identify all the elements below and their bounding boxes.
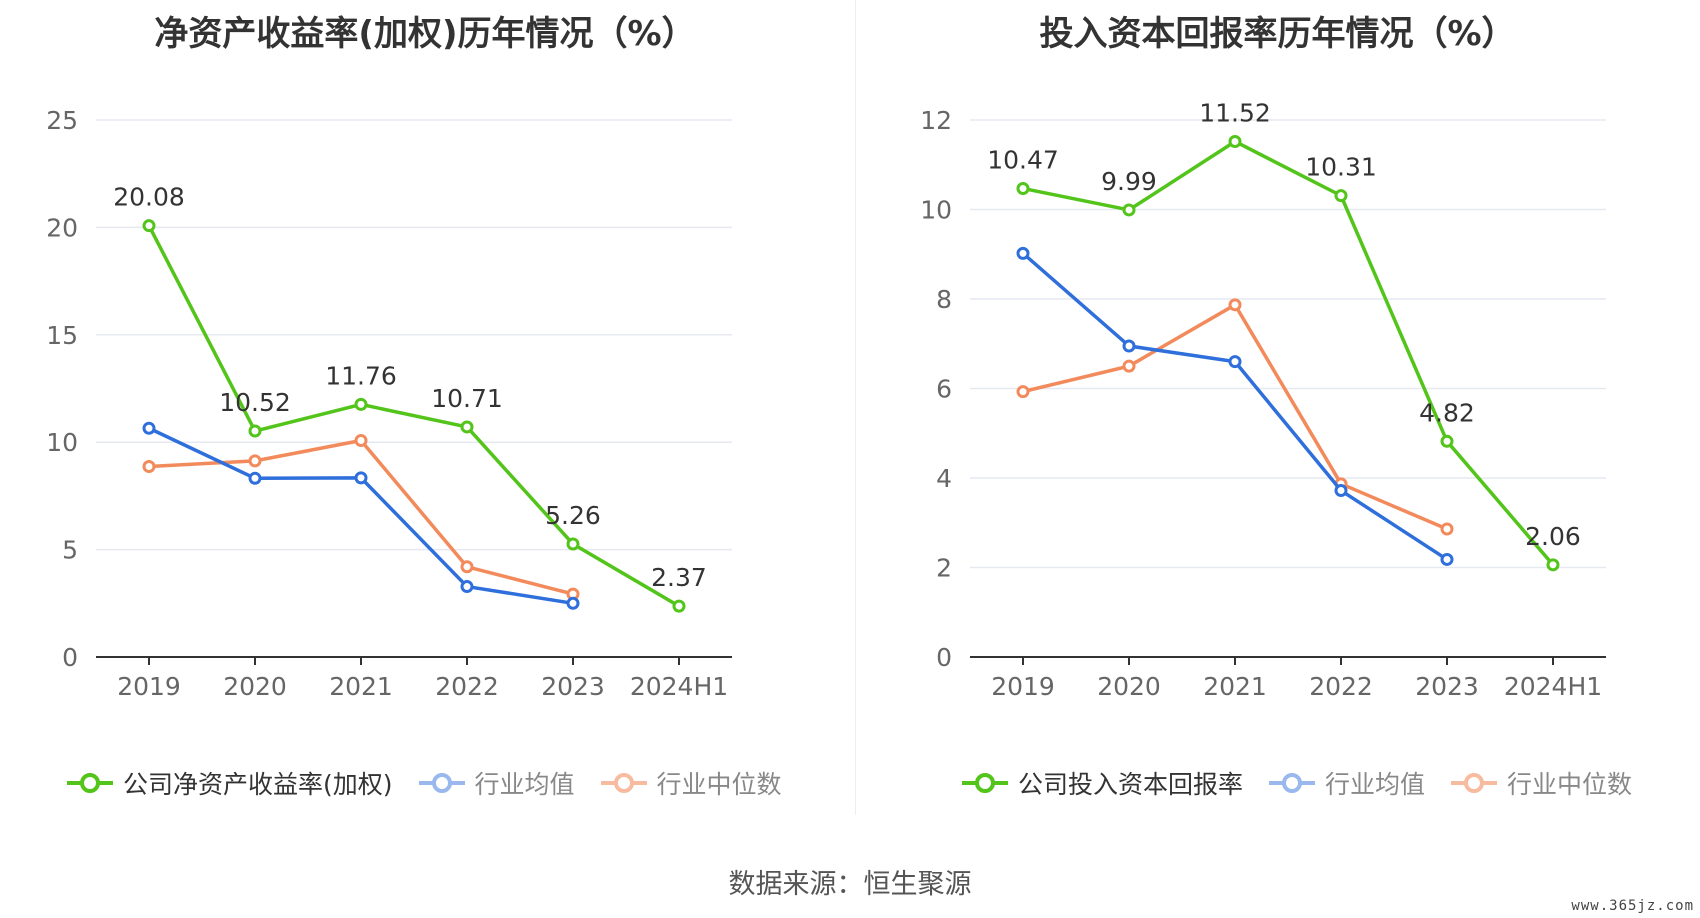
data-label: 9.99 xyxy=(1101,167,1157,196)
series-line-median xyxy=(1022,303,1448,531)
x-tick-label: 2024H1 xyxy=(630,672,728,700)
y-tick-label: 8 xyxy=(936,285,952,314)
legend-marker-green-icon xyxy=(67,773,113,793)
y-tick-label: 0 xyxy=(62,643,78,672)
data-point-median xyxy=(1016,385,1030,399)
series-line-company xyxy=(147,224,680,608)
y-tick-label: 15 xyxy=(46,321,78,350)
y-tick-label: 4 xyxy=(936,464,952,493)
legend-marker-orange-icon xyxy=(1451,773,1498,793)
data-point-median xyxy=(1228,298,1242,312)
data-point-median xyxy=(1122,359,1136,373)
x-tick-label: 2021 xyxy=(1203,672,1267,700)
data-point-company xyxy=(142,219,156,233)
data-label: 11.52 xyxy=(1199,98,1271,127)
series-line-company xyxy=(1022,139,1555,566)
data-point-avg xyxy=(248,471,262,485)
data-point-avg xyxy=(354,471,368,485)
data-label: 10.47 xyxy=(987,145,1059,174)
y-tick-label: 10 xyxy=(46,428,78,457)
y-tick-label: 0 xyxy=(936,643,952,672)
x-tick-label: 2021 xyxy=(329,672,393,700)
legend-item-company[interactable]: 公司净资产收益率(加权) xyxy=(65,765,393,801)
data-label: 11.76 xyxy=(325,361,397,390)
data-point-avg xyxy=(1122,339,1136,353)
data-label: 20.08 xyxy=(113,183,185,212)
legend-item-industry-average[interactable]: 行业均值 xyxy=(1267,765,1425,801)
data-point-company xyxy=(1228,134,1242,148)
y-tick-label: 12 xyxy=(920,106,952,135)
y-tick-label: 10 xyxy=(920,196,952,225)
legend-marker-blue-icon xyxy=(418,773,465,793)
data-point-avg xyxy=(566,596,580,610)
x-tick-label: 2022 xyxy=(435,672,499,700)
data-point-company xyxy=(248,424,262,438)
legend-roic: 公司投入资本回报率 行业均值 行业中位数 xyxy=(960,765,1656,801)
data-label: 4.82 xyxy=(1419,398,1475,427)
x-tick-label: 2019 xyxy=(991,672,1055,700)
data-point-avg xyxy=(1334,484,1348,498)
data-point-median xyxy=(460,560,474,574)
data-label: 10.71 xyxy=(431,384,503,413)
chart-title-roic: 投入资本回报率历年情况（%） xyxy=(1039,14,1516,54)
data-label: 2.37 xyxy=(651,563,707,592)
data-point-avg xyxy=(460,580,474,594)
data-source-note: 数据来源：恒生聚源 xyxy=(728,869,972,900)
data-point-avg xyxy=(1016,246,1030,260)
data-point-company xyxy=(1546,558,1560,572)
data-label: 5.26 xyxy=(545,501,601,530)
legend-label: 公司投入资本回报率 xyxy=(1018,770,1244,799)
data-point-company xyxy=(354,397,368,411)
data-point-company xyxy=(1440,434,1454,448)
legend-label: 公司净资产收益率(加权) xyxy=(123,770,393,799)
legend-label: 行业均值 xyxy=(474,770,575,799)
legend-marker-blue-icon xyxy=(1269,773,1316,793)
legend-item-industry-median[interactable]: 行业中位数 xyxy=(599,765,782,801)
roic-line-chart: 0 2 4 6 8 10 12 2019 2020 2021 2022 2023 2024H1 10.47… xyxy=(920,98,1606,700)
data-point-avg xyxy=(142,421,156,435)
data-point-avg xyxy=(1228,355,1242,369)
y-tick-label: 6 xyxy=(936,375,952,404)
legend-item-company[interactable]: 公司投入资本回报率 xyxy=(960,765,1243,801)
x-tick-label: 2023 xyxy=(1415,672,1479,700)
legend-marker-green-icon xyxy=(962,773,1008,793)
data-point-avg xyxy=(1440,552,1454,566)
x-tick-label: 2024H1 xyxy=(1504,672,1602,700)
x-tick-label: 2020 xyxy=(223,672,287,700)
data-point-median xyxy=(248,454,262,468)
data-point-company xyxy=(1016,181,1030,195)
data-point-median xyxy=(354,433,368,447)
legend-item-industry-median[interactable]: 行业中位数 xyxy=(1449,765,1632,801)
legend-roe: 公司净资产收益率(加权) 行业均值 行业中位数 xyxy=(65,765,806,801)
panel-divider xyxy=(855,0,856,815)
data-point-median xyxy=(1440,522,1454,536)
data-point-company xyxy=(1122,203,1136,217)
legend-label: 行业均值 xyxy=(1325,770,1426,799)
x-tick-label: 2020 xyxy=(1097,672,1161,700)
data-label: 10.52 xyxy=(219,388,291,417)
data-point-median xyxy=(142,459,156,473)
watermark: www.365jz.com xyxy=(1571,898,1694,914)
data-point-company xyxy=(672,599,686,613)
y-tick-label: 25 xyxy=(46,106,78,135)
data-label: 2.06 xyxy=(1525,522,1581,551)
data-point-company xyxy=(460,420,474,434)
x-tick-label: 2022 xyxy=(1309,672,1373,700)
x-tick-label: 2019 xyxy=(117,672,181,700)
data-point-company xyxy=(566,537,580,551)
y-tick-label: 2 xyxy=(936,554,952,583)
legend-label: 行业中位数 xyxy=(1507,770,1633,799)
y-tick-label: 20 xyxy=(46,213,78,242)
data-point-company xyxy=(1334,189,1348,203)
y-tick-label: 5 xyxy=(62,536,78,565)
chart-title-roe: 净资产收益率(加权)历年情况（%） xyxy=(154,14,696,54)
roe-line-chart: 0 5 10 15 20 25 2019 2020 2021 2022 2023 2024H1 20.0… xyxy=(46,106,732,700)
data-label: 10.31 xyxy=(1305,153,1377,182)
legend-label: 行业中位数 xyxy=(656,770,782,799)
legend-item-industry-average[interactable]: 行业均值 xyxy=(417,765,575,801)
legend-marker-orange-icon xyxy=(600,773,647,793)
x-tick-label: 2023 xyxy=(541,672,605,700)
